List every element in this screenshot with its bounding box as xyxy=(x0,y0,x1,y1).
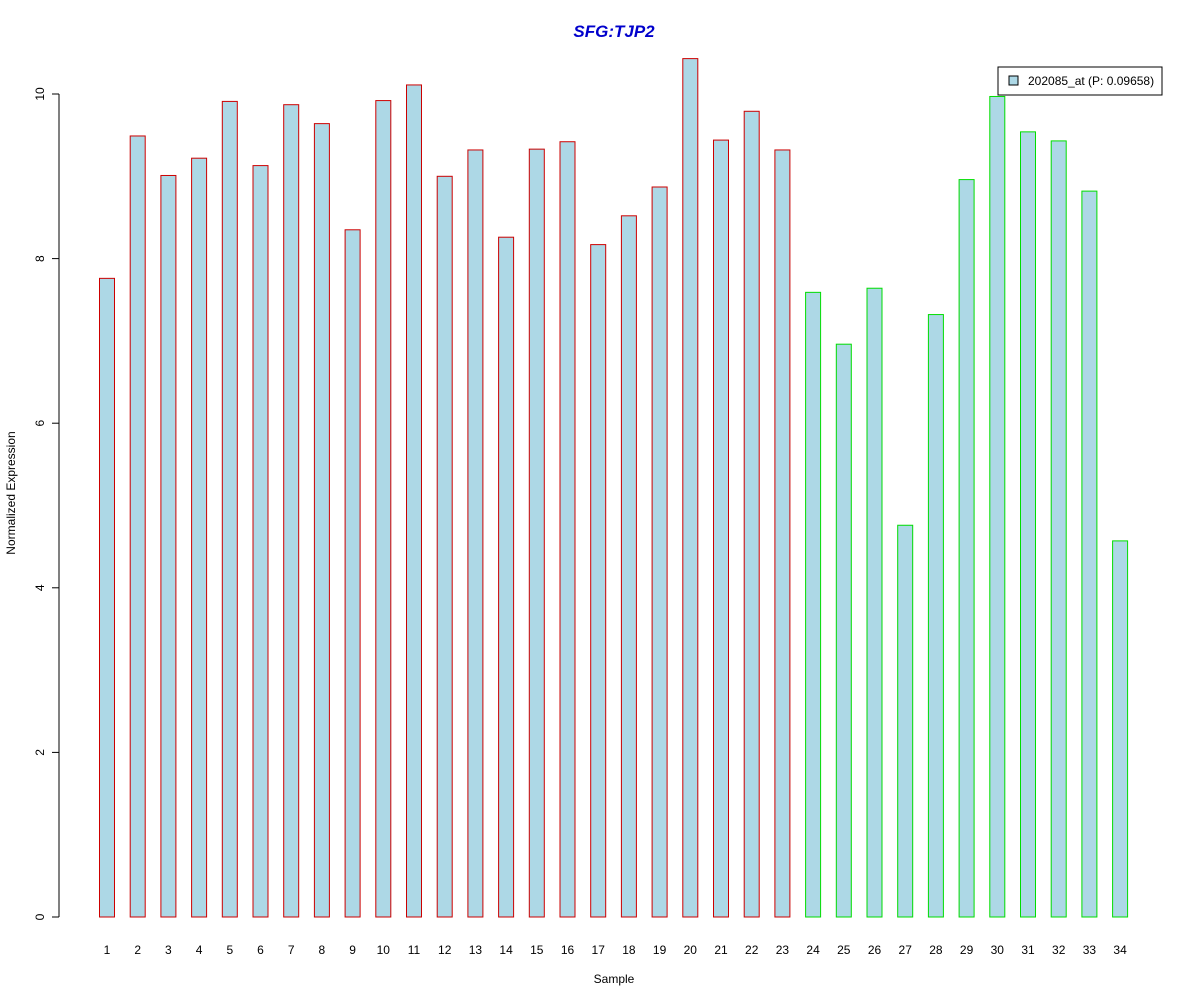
bar-sample-19 xyxy=(651,186,668,918)
x-tick-label: 32 xyxy=(1052,943,1066,957)
legend-swatch xyxy=(1008,75,1019,86)
bar-sample-14 xyxy=(498,236,515,918)
x-tick-label: 31 xyxy=(1021,943,1035,957)
bar-sample-21 xyxy=(713,139,729,918)
bar-sample-32 xyxy=(1050,140,1067,918)
x-tick-label: 23 xyxy=(776,943,790,957)
x-tick-label: 20 xyxy=(684,943,698,957)
x-tick-label: 34 xyxy=(1113,943,1127,957)
bar-sample-18 xyxy=(620,215,637,918)
bar-sample-29 xyxy=(958,179,975,918)
x-tick-label: 9 xyxy=(349,943,356,957)
x-tick-label: 19 xyxy=(653,943,667,957)
x-tick-label: 4 xyxy=(196,943,203,957)
x-tick-label: 29 xyxy=(960,943,974,957)
y-tick-label: 2 xyxy=(33,749,47,756)
bar-sample-30 xyxy=(989,95,1006,918)
x-tick-label: 22 xyxy=(745,943,759,957)
x-tick-label: 11 xyxy=(408,943,421,957)
bar-sample-23 xyxy=(774,149,791,918)
bar-sample-17 xyxy=(590,244,607,918)
bar-sample-7 xyxy=(283,104,300,918)
x-tick-label: 25 xyxy=(837,943,851,957)
x-tick-label: 3 xyxy=(165,943,172,957)
bar-sample-20 xyxy=(682,58,699,918)
x-tick-label: 18 xyxy=(622,943,636,957)
x-tick-label: 8 xyxy=(319,943,326,957)
bar-sample-31 xyxy=(1020,131,1036,918)
x-tick-label: 12 xyxy=(438,943,452,957)
x-axis-label: Sample xyxy=(594,972,635,986)
x-tick-label: 7 xyxy=(288,943,295,957)
bar-sample-12 xyxy=(436,175,453,918)
y-axis: 0 2 4 6 8 10 xyxy=(33,87,60,920)
x-tick-label: 17 xyxy=(592,943,606,957)
legend-label: 202085_at (P: 0.09658) xyxy=(1028,74,1154,88)
bar-sample-26 xyxy=(866,287,883,918)
x-tick-label: 14 xyxy=(499,943,513,957)
y-tick-label: 10 xyxy=(33,87,47,101)
x-tick-label: 24 xyxy=(806,943,820,957)
bar-sample-13 xyxy=(467,149,484,918)
y-tick-label: 8 xyxy=(33,255,47,262)
bar-sample-8 xyxy=(313,123,330,918)
x-tick-label: 28 xyxy=(929,943,943,957)
bar-sample-10 xyxy=(375,100,392,918)
x-tick-label: 5 xyxy=(226,943,233,957)
legend-box xyxy=(997,66,1163,96)
bar-sample-33 xyxy=(1081,190,1098,918)
x-tick-label: 13 xyxy=(469,943,483,957)
bars xyxy=(99,58,1129,918)
bar-sample-11 xyxy=(406,84,422,918)
x-tick-label: 16 xyxy=(561,943,575,957)
x-tick-labels: 1 2 3 4 5 6 7 8 9 10 11 12 13 14 15 16 17 18 19 20 21 22 23 24 2… xyxy=(104,943,1127,957)
x-tick-label: 27 xyxy=(899,943,913,957)
x-tick-label: 33 xyxy=(1083,943,1097,957)
bar-sample-9 xyxy=(344,229,361,918)
bar-sample-22 xyxy=(743,110,760,918)
x-tick-label: 2 xyxy=(134,943,141,957)
bar-sample-1 xyxy=(99,277,115,918)
bar-sample-4 xyxy=(191,157,208,918)
y-tick-label: 6 xyxy=(33,420,47,427)
bar-sample-15 xyxy=(528,148,545,918)
legend: 202085_at (P: 0.09658) xyxy=(997,66,1163,96)
x-tick-label: 21 xyxy=(714,943,728,957)
bar-sample-2 xyxy=(129,135,146,918)
x-tick-label: 30 xyxy=(991,943,1005,957)
bar-sample-27 xyxy=(897,524,914,918)
y-axis-label: Normalized Expression xyxy=(4,431,18,554)
chart-title: SFG:TJP2 xyxy=(573,22,655,41)
bar-sample-25 xyxy=(835,343,852,918)
bar-sample-3 xyxy=(160,174,177,918)
x-tick-label: 15 xyxy=(530,943,544,957)
bar-sample-24 xyxy=(805,291,822,918)
x-tick-label: 26 xyxy=(868,943,882,957)
y-tick-label: 4 xyxy=(33,584,47,591)
bar-sample-16 xyxy=(559,141,576,918)
bar-sample-28 xyxy=(927,314,944,918)
y-tick-label: 0 xyxy=(33,913,47,920)
x-tick-label: 6 xyxy=(257,943,264,957)
x-tick-label: 1 xyxy=(104,943,111,957)
x-tick-label: 10 xyxy=(377,943,391,957)
bar-sample-34 xyxy=(1112,540,1129,918)
bar-sample-5 xyxy=(221,100,238,918)
bar-sample-6 xyxy=(252,165,269,918)
